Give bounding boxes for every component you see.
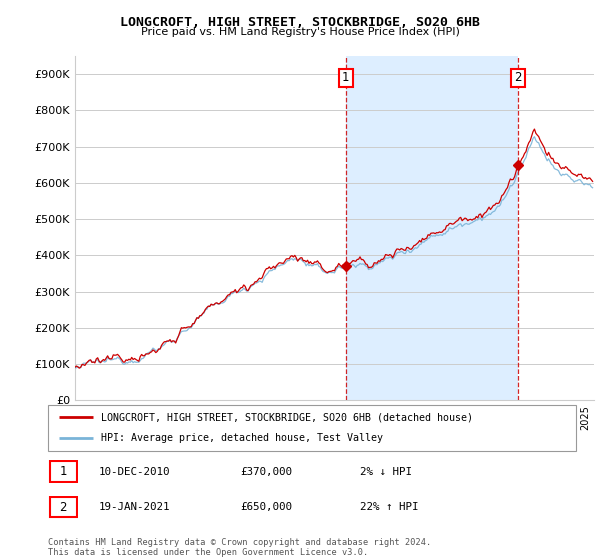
Text: 2: 2 <box>59 501 67 514</box>
Text: 10-DEC-2010: 10-DEC-2010 <box>99 467 170 477</box>
Text: Price paid vs. HM Land Registry's House Price Index (HPI): Price paid vs. HM Land Registry's House … <box>140 27 460 37</box>
Text: 2: 2 <box>514 72 522 85</box>
Text: 19-JAN-2021: 19-JAN-2021 <box>99 502 170 512</box>
Text: LONGCROFT, HIGH STREET, STOCKBRIDGE, SO20 6HB: LONGCROFT, HIGH STREET, STOCKBRIDGE, SO2… <box>120 16 480 29</box>
Text: £650,000: £650,000 <box>240 502 292 512</box>
Text: HPI: Average price, detached house, Test Valley: HPI: Average price, detached house, Test… <box>101 433 383 444</box>
Text: LONGCROFT, HIGH STREET, STOCKBRIDGE, SO20 6HB (detached house): LONGCROFT, HIGH STREET, STOCKBRIDGE, SO2… <box>101 412 473 422</box>
Text: 1: 1 <box>59 465 67 478</box>
FancyBboxPatch shape <box>49 497 77 517</box>
Text: 22% ↑ HPI: 22% ↑ HPI <box>360 502 419 512</box>
Text: £370,000: £370,000 <box>240 467 292 477</box>
Text: Contains HM Land Registry data © Crown copyright and database right 2024.
This d: Contains HM Land Registry data © Crown c… <box>48 538 431 557</box>
FancyBboxPatch shape <box>49 461 77 482</box>
Text: 2% ↓ HPI: 2% ↓ HPI <box>360 467 412 477</box>
Bar <box>346 56 518 400</box>
FancyBboxPatch shape <box>48 405 576 451</box>
Text: 1: 1 <box>342 72 350 85</box>
